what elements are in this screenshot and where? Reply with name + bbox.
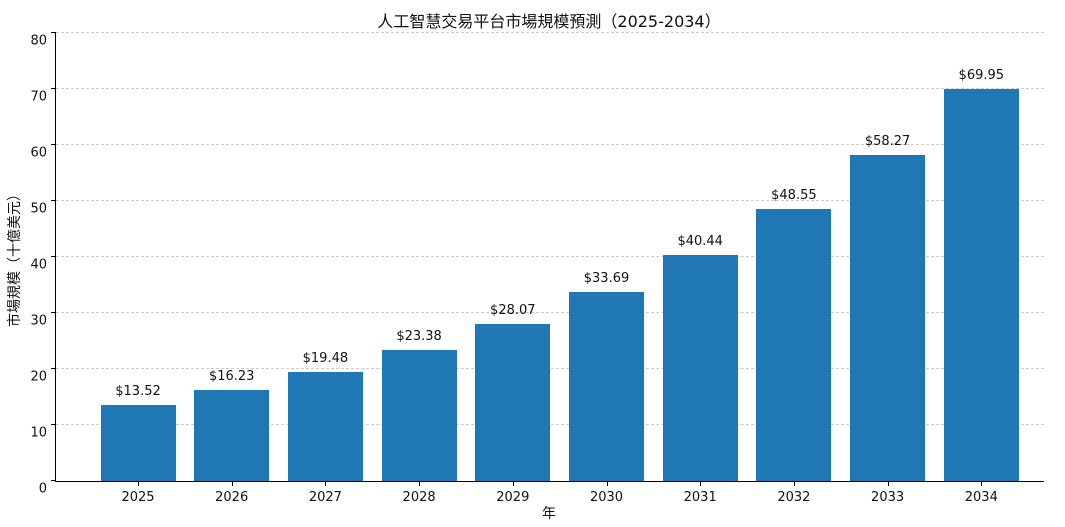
x-tick-label: 2029 bbox=[496, 490, 530, 505]
y-tick-label: 60 bbox=[30, 145, 47, 161]
bar-value-label: $28.07 bbox=[490, 302, 536, 318]
chart-title: 人工智慧交易平台市場規模預測（2025-2034） bbox=[377, 12, 721, 31]
x-tick-label: 2034 bbox=[964, 490, 998, 505]
y-tick-mark bbox=[51, 424, 56, 425]
y-tick-label: 10 bbox=[30, 425, 47, 441]
bar-value-label: $58.27 bbox=[864, 133, 911, 149]
y-tick-label: 80 bbox=[30, 33, 47, 49]
x-tick-mark bbox=[793, 481, 795, 486]
bar-value-label: $23.38 bbox=[396, 329, 442, 345]
bar-2030 bbox=[569, 292, 644, 481]
y-tick-label: 40 bbox=[30, 257, 47, 273]
y-tick-mark bbox=[51, 144, 56, 145]
y-tick-mark bbox=[51, 200, 56, 201]
bar-2025 bbox=[100, 405, 176, 481]
x-tick-mark bbox=[981, 481, 983, 486]
x-tick-mark bbox=[700, 481, 702, 486]
y-tick-mark bbox=[51, 32, 56, 33]
x-tick-label: 2031 bbox=[683, 490, 717, 505]
y-tick-label: 70 bbox=[30, 89, 47, 105]
x-tick-mark bbox=[138, 481, 139, 486]
x-tick-mark bbox=[231, 481, 233, 486]
x-tick-mark bbox=[512, 481, 514, 486]
x-tick-label: 2028 bbox=[402, 490, 436, 505]
bar-value-label: $40.44 bbox=[677, 233, 723, 249]
bar-2027 bbox=[287, 371, 363, 481]
x-tick-label: 2030 bbox=[589, 490, 624, 505]
gridline bbox=[56, 88, 1044, 89]
y-axis-label: 市場規模（十億美元） bbox=[7, 187, 23, 327]
y-tick-label: 20 bbox=[30, 369, 47, 385]
x-tick-mark bbox=[887, 481, 889, 486]
x-tick-label: 2033 bbox=[871, 490, 905, 505]
bar-value-label: $69.95 bbox=[958, 68, 1005, 84]
bar-value-label: $13.52 bbox=[115, 384, 161, 400]
bar-2033 bbox=[850, 154, 926, 481]
bar-value-label: $16.23 bbox=[208, 369, 255, 385]
x-tick-mark bbox=[325, 481, 327, 486]
bar-2028 bbox=[381, 350, 457, 481]
x-tick-label: 2027 bbox=[308, 490, 342, 505]
gridline bbox=[56, 312, 1044, 313]
x-tick-label: 2026 bbox=[215, 490, 249, 505]
y-tick-mark bbox=[51, 368, 56, 369]
x-tick-label: 2032 bbox=[777, 490, 811, 505]
bar-value-label: $48.55 bbox=[771, 188, 817, 204]
bar-value-label: $19.48 bbox=[302, 350, 349, 366]
bar-2032 bbox=[756, 209, 832, 481]
gridline bbox=[56, 256, 1044, 257]
bar-2034 bbox=[943, 89, 1019, 481]
y-tick-label: 0 bbox=[38, 481, 47, 497]
x-tick-label: 2025 bbox=[121, 490, 155, 505]
bar-2031 bbox=[662, 254, 738, 481]
bar-value-label: $33.69 bbox=[583, 271, 630, 287]
x-tick-mark bbox=[419, 481, 421, 486]
bar-2029 bbox=[475, 323, 551, 481]
gridline bbox=[56, 200, 1044, 201]
y-tick-mark bbox=[51, 480, 56, 481]
x-tick-mark bbox=[606, 481, 608, 486]
gridline bbox=[56, 144, 1044, 145]
x-axis-label: 年 bbox=[542, 506, 556, 522]
y-tick-mark bbox=[51, 312, 56, 313]
y-tick-mark bbox=[51, 88, 56, 89]
y-tick-label: 50 bbox=[30, 201, 47, 217]
y-tick-mark bbox=[51, 256, 56, 257]
y-tick-label: 30 bbox=[30, 313, 47, 329]
plot-area: 0 10 20 30 40 50 60 70 80 $13.52 2025 $16.23 2026 $19… bbox=[30, 32, 1044, 505]
gridline bbox=[56, 32, 1044, 33]
bar-2026 bbox=[194, 390, 270, 481]
